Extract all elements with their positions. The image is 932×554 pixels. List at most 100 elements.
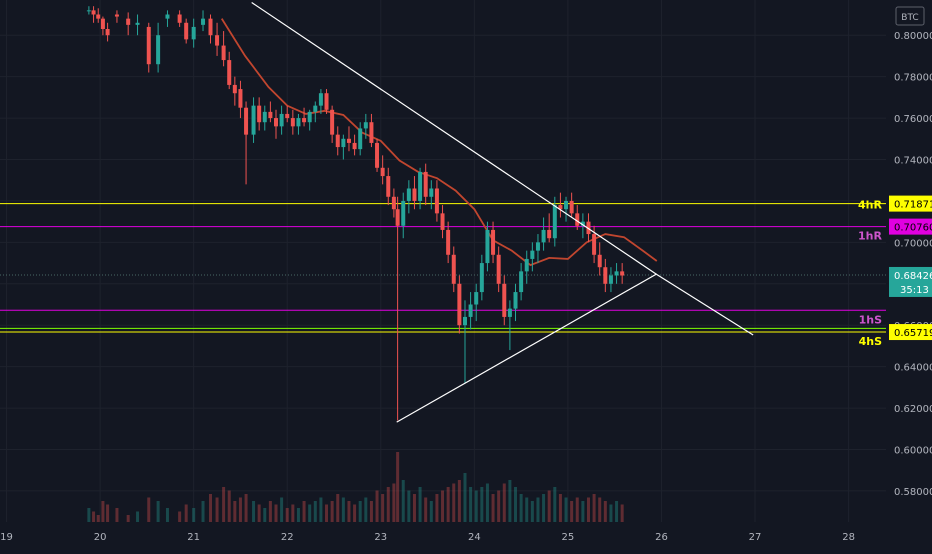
volume-bar bbox=[381, 494, 385, 522]
candle-body bbox=[575, 213, 580, 226]
candle-body bbox=[558, 205, 563, 210]
trendline bbox=[251, 1, 658, 275]
volume-bar bbox=[369, 501, 373, 522]
candle-body bbox=[468, 304, 473, 317]
volume-bar bbox=[126, 515, 130, 522]
level-tag-label: 1hS bbox=[859, 313, 882, 326]
candle-body bbox=[232, 84, 237, 94]
volume-bar bbox=[564, 497, 568, 522]
candle-body bbox=[603, 267, 608, 284]
volume-bar bbox=[313, 501, 317, 522]
volume-bar bbox=[581, 501, 585, 522]
candle-body bbox=[418, 171, 423, 201]
volume-bar bbox=[165, 508, 169, 522]
candle-body bbox=[156, 35, 161, 65]
candle-body bbox=[146, 26, 151, 65]
volume-bar bbox=[353, 504, 357, 522]
candle-body bbox=[406, 188, 411, 201]
volume-bar bbox=[396, 452, 400, 522]
candle-body bbox=[423, 171, 428, 197]
currency-badge-box[interactable] bbox=[895, 6, 925, 26]
volume-bar bbox=[497, 490, 501, 522]
x-tick-label: 23 bbox=[374, 532, 387, 543]
candle-body bbox=[221, 45, 226, 61]
level-tag-label: 4hR bbox=[858, 199, 882, 212]
volume-bar bbox=[474, 490, 478, 522]
volume-bar bbox=[308, 504, 312, 522]
y-tick-label: 0.64000 bbox=[894, 363, 932, 374]
candle-body bbox=[352, 142, 357, 150]
level-price-text: 0.70760 bbox=[894, 223, 932, 234]
volume-bar bbox=[87, 508, 91, 522]
volume-bar bbox=[364, 497, 368, 522]
volume-bar bbox=[296, 508, 300, 522]
volume-bar bbox=[291, 504, 295, 522]
volume-bar bbox=[485, 483, 489, 522]
volume-bar bbox=[502, 483, 506, 522]
volume-bar bbox=[263, 508, 267, 522]
volume-bar bbox=[598, 497, 602, 522]
volume-bar bbox=[252, 501, 256, 522]
candle-body bbox=[434, 188, 439, 214]
x-tick-label: 19 bbox=[0, 532, 13, 543]
y-tick-label: 0.70000 bbox=[894, 238, 932, 249]
candle-body bbox=[564, 200, 569, 210]
y-tick-label: 0.60000 bbox=[894, 446, 932, 457]
candle-body bbox=[496, 254, 501, 284]
candle-body bbox=[177, 14, 182, 23]
volume-bar bbox=[319, 497, 323, 522]
volume-bar bbox=[209, 494, 213, 522]
volume-bar bbox=[525, 497, 529, 522]
candle-body bbox=[100, 18, 105, 29]
candle-body bbox=[307, 111, 312, 123]
volume-bar bbox=[386, 487, 390, 522]
y-tick-label: 0.74000 bbox=[894, 156, 932, 167]
volume-bar bbox=[418, 487, 422, 522]
candle-body bbox=[369, 122, 374, 143]
current-price-tag bbox=[889, 266, 932, 297]
candle-body bbox=[238, 89, 243, 108]
volume-bar bbox=[429, 501, 433, 522]
candle-body bbox=[586, 221, 591, 235]
candle-body bbox=[524, 258, 529, 272]
candle-body bbox=[614, 271, 619, 276]
candle-body bbox=[96, 14, 101, 19]
x-tick-label: 27 bbox=[749, 532, 762, 543]
y-tick-label: 0.76000 bbox=[894, 114, 932, 125]
candle-body bbox=[597, 254, 602, 268]
candle-body bbox=[201, 18, 206, 25]
volume-bar bbox=[244, 494, 248, 522]
candle-body bbox=[530, 250, 535, 259]
volume-bar bbox=[285, 508, 289, 522]
volume-bar bbox=[463, 473, 467, 522]
candle-body bbox=[165, 14, 170, 19]
volume-bar bbox=[508, 480, 512, 522]
candle-body bbox=[479, 263, 484, 293]
volume-bar bbox=[330, 501, 334, 522]
candle-body bbox=[401, 200, 406, 226]
volume-bar bbox=[542, 494, 546, 522]
volume-bar bbox=[233, 501, 237, 522]
volume-bar bbox=[375, 490, 379, 522]
countdown-text: 35:13 bbox=[900, 285, 929, 296]
volume-bar bbox=[401, 480, 405, 522]
level-price-tag bbox=[889, 195, 932, 212]
candle-body bbox=[446, 229, 451, 255]
volume-bar bbox=[302, 501, 306, 522]
volume-bar bbox=[325, 504, 329, 522]
volume-bar bbox=[115, 508, 119, 522]
volume-bar bbox=[101, 501, 105, 522]
volume-bar bbox=[469, 487, 473, 522]
candle-body bbox=[135, 22, 140, 25]
candle-body bbox=[391, 196, 396, 210]
candle-body bbox=[429, 188, 434, 197]
currency-badge: BTC bbox=[901, 13, 918, 23]
candle-body bbox=[541, 229, 546, 243]
candle-body bbox=[86, 10, 91, 12]
volume-bar bbox=[575, 497, 579, 522]
candle-body bbox=[285, 113, 290, 119]
volume-bar bbox=[441, 490, 445, 522]
candle-body bbox=[386, 176, 391, 197]
